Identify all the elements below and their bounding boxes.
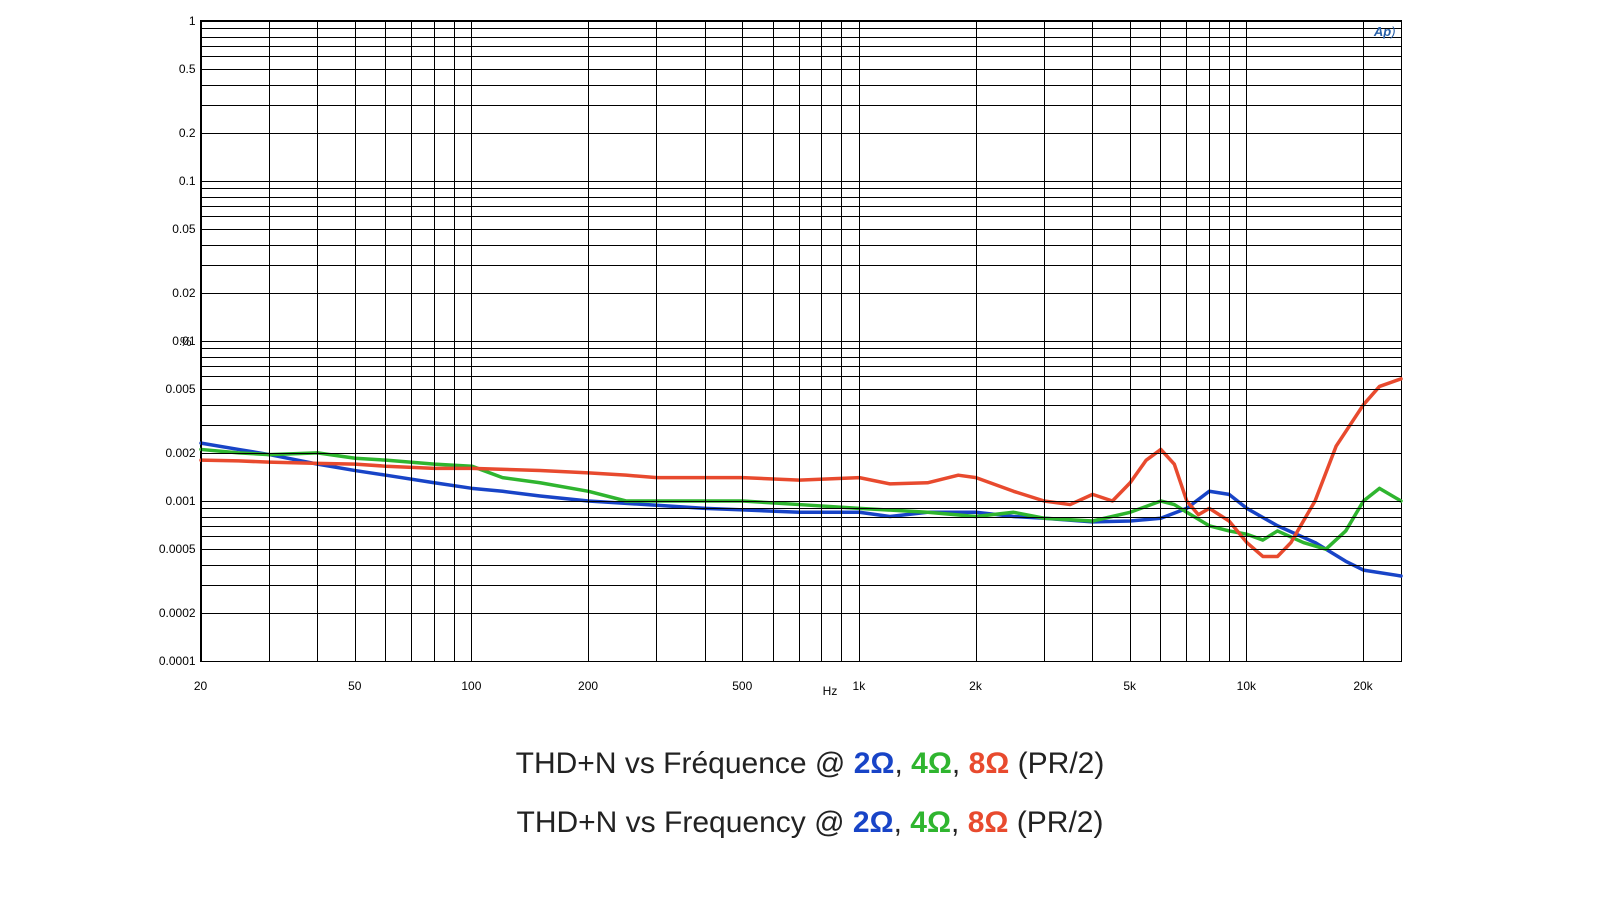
caption-en-prefix: THD+N vs Frequency @	[517, 806, 853, 839]
y-tick-labels: 0.00010.00020.00050.0010.0020.0050.010.0…	[151, 21, 196, 661]
caption-en-sep1: ,	[894, 806, 911, 839]
caption-en: THD+N vs Frequency @ 2Ω, 4Ω, 8Ω (PR/2)	[180, 797, 1440, 848]
caption-fr-4ohm: 4Ω	[911, 747, 952, 780]
caption-en-2ohm: 2Ω	[853, 806, 894, 839]
y-tick-label: 0.05	[151, 222, 196, 236]
caption-fr-suffix: (PR/2)	[1009, 747, 1104, 780]
caption-fr-2ohm: 2Ω	[854, 747, 895, 780]
x-axis-label: Hz	[220, 684, 1440, 698]
x-tick-label: 2k	[969, 679, 982, 693]
chart-container: % Ap 0.00010.00020.00050.0010.0020.0050.…	[180, 20, 1440, 848]
x-tick-label: 100	[461, 679, 481, 693]
caption-en-sep2: ,	[951, 806, 968, 839]
x-tick-label: 1k	[853, 679, 866, 693]
x-tick-label: 5k	[1123, 679, 1136, 693]
y-tick-label: 0.2	[151, 126, 196, 140]
caption-fr-8ohm: 8Ω	[969, 747, 1010, 780]
plot-wrapper: % Ap 0.00010.00020.00050.0010.0020.0050.…	[180, 20, 1440, 662]
ap-logo: Ap	[1374, 24, 1396, 39]
caption-fr-prefix: THD+N vs Fréquence @	[516, 747, 854, 780]
x-tick-label: 50	[348, 679, 361, 693]
y-tick-label: 0.002	[151, 446, 196, 460]
x-tick-label: 20	[194, 679, 207, 693]
x-tick-label: 500	[732, 679, 752, 693]
y-tick-label: 0.0001	[151, 654, 196, 668]
caption-en-suffix: (PR/2)	[1008, 806, 1103, 839]
y-tick-label: 0.005	[151, 382, 196, 396]
x-tick-label: 200	[578, 679, 598, 693]
series-2Ω	[201, 443, 1401, 576]
y-tick-label: 0.02	[151, 286, 196, 300]
y-tick-label: 0.5	[151, 62, 196, 76]
y-tick-label: 0.001	[151, 494, 196, 508]
caption-fr-sep1: ,	[894, 747, 911, 780]
caption-fr-sep2: ,	[952, 747, 969, 780]
x-tick-label: 10k	[1237, 679, 1256, 693]
y-tick-label: 0.01	[151, 334, 196, 348]
caption-en-4ohm: 4Ω	[910, 806, 951, 839]
y-tick-label: 1	[151, 14, 196, 28]
y-tick-label: 0.0002	[151, 606, 196, 620]
y-tick-label: 0.1	[151, 174, 196, 188]
captions: THD+N vs Fréquence @ 2Ω, 4Ω, 8Ω (PR/2) T…	[180, 738, 1440, 848]
x-tick-label: 20k	[1353, 679, 1372, 693]
caption-en-8ohm: 8Ω	[968, 806, 1009, 839]
plot-area: Ap 0.00010.00020.00050.0010.0020.0050.01…	[200, 20, 1402, 662]
caption-fr: THD+N vs Fréquence @ 2Ω, 4Ω, 8Ω (PR/2)	[180, 738, 1440, 789]
y-tick-label: 0.0005	[151, 542, 196, 556]
